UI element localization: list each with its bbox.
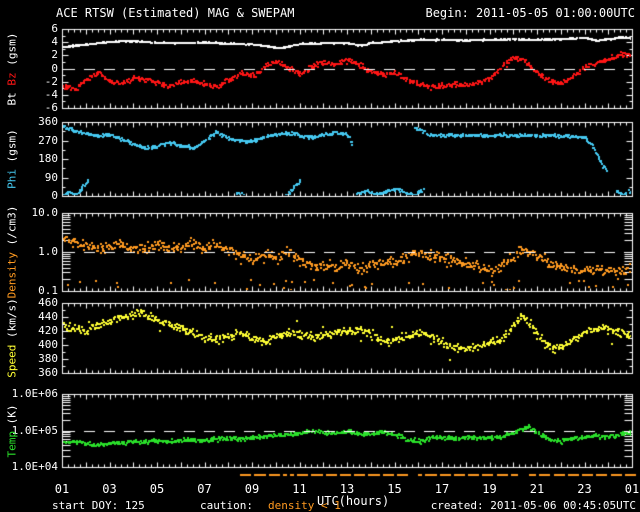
y-tick-label: -6 xyxy=(44,101,58,114)
y-tick-label: 1.0E+04 xyxy=(11,460,58,473)
y-axis-label: Density (/cm3) xyxy=(6,206,19,299)
y-tick-label: 1.0E+05 xyxy=(11,423,58,437)
y-axis-label-part: (gsm) xyxy=(5,32,19,72)
x-tick-label: 01 xyxy=(54,482,70,496)
x-tick-label: 15 xyxy=(387,482,402,496)
x-tick-label: 07 xyxy=(197,482,212,496)
y-tick-label: -4 xyxy=(44,87,58,101)
x-tick-label: 11 xyxy=(292,482,307,496)
y-axis-label-part: Speed xyxy=(5,344,19,378)
y-tick-label: 440 xyxy=(38,310,58,323)
y-axis-label-part: (km/s) xyxy=(5,298,19,345)
x-tick-label: 05 xyxy=(149,482,165,496)
x-tick-label: 09 xyxy=(244,482,260,496)
y-axis-label-part: Bt xyxy=(5,85,19,105)
x-tick-label: 21 xyxy=(529,482,545,496)
y-axis-label-part: Phi xyxy=(5,168,19,189)
x-tick-label: 13 xyxy=(339,482,355,496)
plot-title: ACE RTSW (Estimated) MAG & SWEPAM xyxy=(56,6,295,20)
y-tick-label: 380 xyxy=(38,352,58,365)
y-tick-label: 6 xyxy=(51,22,58,35)
y-tick-label: 0 xyxy=(51,189,58,202)
y-tick-label: 400 xyxy=(38,338,58,351)
y-tick-label: -2 xyxy=(44,74,58,88)
y-tick-label: 0 xyxy=(51,61,58,75)
y-axis-label: Bt Bz (gsm) xyxy=(6,32,19,105)
x-tick-label: 19 xyxy=(482,482,497,496)
y-tick-label: 1.0 xyxy=(38,245,58,258)
y-tick-label: 360 xyxy=(38,366,58,379)
caution-label: caution: xyxy=(200,499,253,512)
x-tick-label: 23 xyxy=(577,482,592,496)
x-tick-label: 01 xyxy=(624,482,640,496)
y-axis-label-part: Bz xyxy=(5,71,19,86)
y-axis-label-part: (gsm) xyxy=(5,129,19,169)
y-tick-label: 1.0E+06 xyxy=(11,387,58,400)
y-axis-label-part: (/cm3) xyxy=(5,205,19,252)
y-tick-label: 2 xyxy=(51,48,58,62)
y-axis-label: Phi (gsm) xyxy=(6,129,19,189)
y-tick-label: 360 xyxy=(38,115,58,128)
y-axis-label: Speed (km/s) xyxy=(6,298,19,377)
start-doy-label: start DOY: 125 xyxy=(52,499,145,512)
y-tick-label: 460 xyxy=(38,296,58,309)
created-timestamp: created: 2011-05-06 00:45:05UTC xyxy=(430,499,636,512)
y-axis-label-part: Temp xyxy=(5,430,19,458)
y-tick-label: 10.0 xyxy=(31,206,59,219)
y-tick-label: 420 xyxy=(38,324,58,337)
y-tick-label: 180 xyxy=(38,152,58,165)
y-tick-label: 90 xyxy=(44,170,58,184)
y-tick-label: 0.1 xyxy=(38,284,58,297)
caution-value: density < 1 xyxy=(268,499,341,512)
y-tick-label: 270 xyxy=(38,133,58,147)
y-axis-label-part: (K) xyxy=(5,404,19,431)
x-axis-label: UTC(hours) xyxy=(317,494,390,508)
y-axis-label-part: Density xyxy=(5,252,19,299)
y-axis-label: Temp (K) xyxy=(6,404,19,457)
begin-timestamp: Begin: 2011-05-05 01:00:00UTC xyxy=(425,6,635,20)
x-tick-label: 17 xyxy=(434,482,450,496)
x-tick-label: 03 xyxy=(102,482,117,496)
y-tick-label: 4 xyxy=(51,35,58,49)
